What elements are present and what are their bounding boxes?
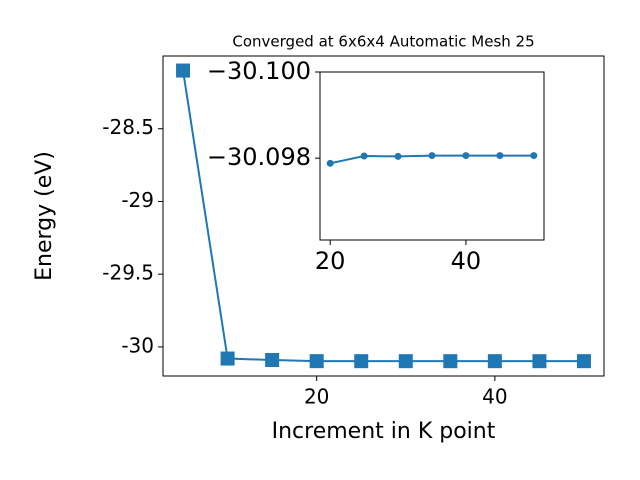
- x-tick-label: 40: [451, 247, 482, 275]
- y-tick-label: −30.100: [207, 57, 311, 85]
- marker: [576, 354, 591, 369]
- axes-frame: [162, 55, 605, 377]
- marker: [354, 354, 369, 369]
- series-line: [182, 70, 584, 363]
- x-tick-label: 40: [482, 385, 507, 409]
- y-tick-label: -29.5: [102, 261, 154, 285]
- axes-frame: [319, 71, 545, 241]
- x-tick-label: 20: [315, 247, 346, 275]
- marker: [309, 354, 324, 369]
- x-axis-label: Increment in K point: [272, 419, 496, 444]
- y-tick-label: −30.098: [207, 143, 311, 171]
- y-tick-label: -28.5: [102, 115, 154, 139]
- marker: [176, 63, 191, 78]
- marker: [462, 152, 470, 160]
- marker: [496, 152, 504, 160]
- marker: [326, 159, 334, 167]
- marker: [394, 152, 402, 160]
- y-tick-label: -30: [121, 333, 154, 357]
- marker: [487, 354, 502, 369]
- marker: [428, 152, 436, 160]
- marker: [530, 152, 538, 160]
- marker: [265, 353, 280, 367]
- x-tick-label: 20: [304, 385, 329, 409]
- marker: [360, 152, 368, 160]
- y-tick-label: -29: [121, 188, 154, 212]
- marker: [443, 354, 458, 369]
- marker: [532, 354, 547, 369]
- y-axis-label: Energy (eV): [32, 151, 57, 281]
- marker: [398, 354, 413, 369]
- marker: [220, 351, 235, 366]
- chart-title: Converged at 6x6x4 Automatic Mesh 25: [232, 33, 534, 51]
